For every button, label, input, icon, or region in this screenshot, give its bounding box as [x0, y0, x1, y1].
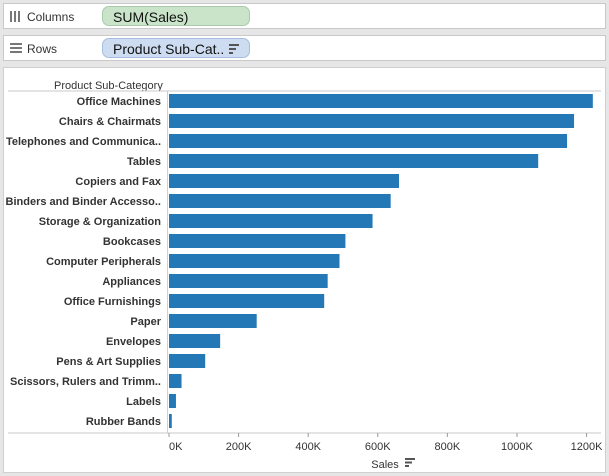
- bar[interactable]: [169, 394, 176, 408]
- x-tick-label: 1000K: [501, 441, 533, 453]
- bar[interactable]: [169, 194, 391, 208]
- bar[interactable]: [169, 334, 221, 348]
- bar[interactable]: [169, 274, 328, 288]
- category-label: Labels: [126, 396, 161, 408]
- category-label: Envelopes: [106, 336, 161, 348]
- bar[interactable]: [169, 354, 206, 368]
- bar[interactable]: [169, 154, 539, 168]
- columns-label: Columns: [27, 10, 75, 24]
- category-label: Rubber Bands: [86, 416, 161, 428]
- sum-sales-pill-label: SUM(Sales): [113, 9, 189, 25]
- category-label: Copiers and Fax: [75, 176, 161, 188]
- x-tick-label: 800K: [435, 441, 461, 453]
- sort-descending-icon[interactable]: [229, 44, 239, 54]
- category-label: Tables: [127, 156, 161, 168]
- rows-label: Rows: [27, 42, 58, 56]
- axis-sort-icon[interactable]: [405, 458, 415, 467]
- columns-icon: [10, 11, 20, 22]
- bar[interactable]: [169, 254, 340, 268]
- bar[interactable]: [169, 294, 325, 308]
- category-label: Pens & Art Supplies: [56, 356, 161, 368]
- bar[interactable]: [169, 134, 568, 148]
- bar[interactable]: [169, 234, 346, 248]
- product-subcategory-pill[interactable]: Product Sub-Cat..: [102, 38, 250, 58]
- category-label: Telephones and Communica..: [6, 136, 161, 148]
- x-tick-label: 600K: [365, 441, 391, 453]
- category-label: Paper: [130, 316, 161, 328]
- bar[interactable]: [169, 314, 257, 328]
- product-subcategory-pill-label: Product Sub-Cat..: [113, 41, 225, 57]
- rows-icon: [10, 43, 22, 53]
- x-tick-label: 200K: [226, 441, 252, 453]
- bar-chart: Product Sub-Category Office Machines Chair…: [6, 80, 604, 471]
- category-label: Appliances: [102, 276, 161, 288]
- x-tick-label: 1200K: [571, 441, 603, 453]
- sum-sales-pill[interactable]: SUM(Sales): [102, 6, 250, 26]
- chart-panel: Product Sub-Category Office Machines Chair…: [3, 67, 606, 473]
- x-axis-title: Sales: [371, 459, 399, 471]
- category-label: Computer Peripherals: [46, 256, 161, 268]
- rows-shelf: Rows Product Sub-Cat..: [3, 35, 606, 61]
- bar[interactable]: [169, 414, 172, 428]
- x-tick-label: 0K: [169, 441, 183, 453]
- category-label: Office Furnishings: [64, 296, 161, 308]
- category-label: Storage & Organization: [39, 216, 162, 228]
- x-tick-label: 400K: [295, 441, 321, 453]
- category-label: Scissors, Rulers and Trimm..: [10, 376, 161, 388]
- bar[interactable]: [169, 374, 182, 388]
- category-label: Binders and Binder Accesso..: [6, 196, 161, 208]
- row-header: Product Sub-Category: [54, 80, 163, 92]
- columns-shelf: Columns SUM(Sales): [3, 3, 606, 29]
- category-label: Chairs & Chairmats: [59, 116, 161, 128]
- bar[interactable]: [169, 114, 575, 128]
- bar[interactable]: [169, 214, 373, 228]
- bar[interactable]: [169, 94, 593, 108]
- category-label: Office Machines: [77, 96, 161, 108]
- bar[interactable]: [169, 174, 400, 188]
- category-label: Bookcases: [103, 236, 161, 248]
